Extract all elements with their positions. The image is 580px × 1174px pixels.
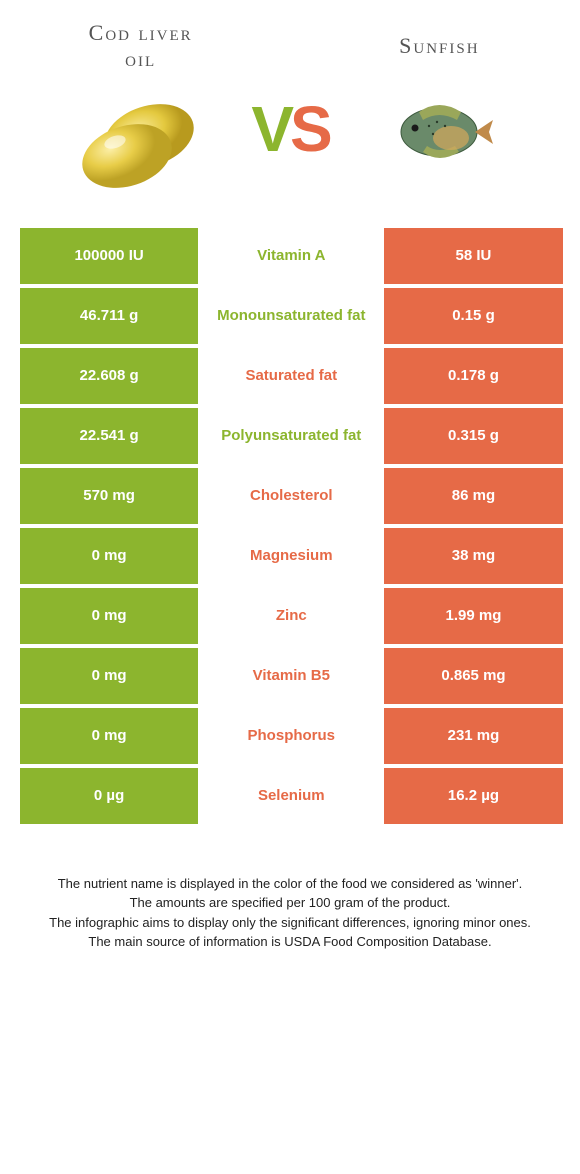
nutrient-label: Vitamin A (202, 228, 380, 284)
comparison-header: Cod liver oil (0, 0, 580, 228)
nutrient-label: Zinc (202, 588, 380, 644)
footer-line-2: The amounts are specified per 100 gram o… (30, 893, 550, 913)
nutrient-left-value: 0 µg (20, 768, 198, 824)
cod-liver-oil-image (71, 88, 211, 198)
nutrient-right-value: 38 mg (384, 528, 562, 584)
food-left-title: Cod liver oil (89, 20, 193, 73)
vs-label: VS (251, 92, 328, 166)
nutrient-right-value: 86 mg (384, 468, 562, 524)
table-row: 570 mgCholesterol86 mg (20, 468, 560, 524)
nutrient-left-value: 0 mg (20, 648, 198, 704)
nutrient-left-value: 0 mg (20, 708, 198, 764)
nutrient-label: Monounsaturated fat (202, 288, 380, 344)
nutrient-left-value: 0 mg (20, 588, 198, 644)
nutrient-right-value: 58 IU (384, 228, 562, 284)
table-row: 46.711 gMonounsaturated fat0.15 g (20, 288, 560, 344)
nutrient-right-value: 0.865 mg (384, 648, 562, 704)
nutrient-left-value: 22.608 g (20, 348, 198, 404)
nutrient-label: Vitamin B5 (202, 648, 380, 704)
footer-line-1: The nutrient name is displayed in the co… (30, 874, 550, 894)
nutrient-label: Phosphorus (202, 708, 380, 764)
food-left-title-line1: Cod liver (89, 20, 193, 45)
food-right-title: Sunfish (399, 33, 479, 59)
table-row: 22.608 gSaturated fat0.178 g (20, 348, 560, 404)
nutrient-left-value: 570 mg (20, 468, 198, 524)
vs-letter-s: S (290, 93, 329, 165)
footer-line-4: The main source of information is USDA F… (30, 932, 550, 952)
table-row: 22.541 gPolyunsaturated fat0.315 g (20, 408, 560, 464)
food-left-title-line2: oil (125, 46, 156, 71)
nutrient-label: Cholesterol (202, 468, 380, 524)
nutrient-label: Saturated fat (202, 348, 380, 404)
table-row: 0 mgMagnesium38 mg (20, 528, 560, 584)
nutrient-label: Selenium (202, 768, 380, 824)
nutrient-right-value: 0.15 g (384, 288, 562, 344)
table-row: 0 mgVitamin B50.865 mg (20, 648, 560, 704)
nutrient-left-value: 0 mg (20, 528, 198, 584)
vs-letter-v: V (251, 93, 290, 165)
table-row: 100000 IUVitamin A58 IU (20, 228, 560, 284)
nutrient-left-value: 46.711 g (20, 288, 198, 344)
nutrient-right-value: 0.315 g (384, 408, 562, 464)
food-left: Cod liver oil (30, 20, 251, 198)
nutrient-right-value: 16.2 µg (384, 768, 562, 824)
table-row: 0 µgSelenium16.2 µg (20, 768, 560, 824)
footer-line-3: The infographic aims to display only the… (30, 913, 550, 933)
nutrient-right-value: 231 mg (384, 708, 562, 764)
table-row: 0 mgPhosphorus231 mg (20, 708, 560, 764)
nutrient-table: 100000 IUVitamin A58 IU46.711 gMonounsat… (20, 228, 560, 824)
nutrient-right-value: 1.99 mg (384, 588, 562, 644)
food-right: Sunfish (329, 33, 550, 184)
nutrient-left-value: 22.541 g (20, 408, 198, 464)
footer-notes: The nutrient name is displayed in the co… (30, 874, 550, 952)
nutrient-label: Polyunsaturated fat (202, 408, 380, 464)
table-row: 0 mgZinc1.99 mg (20, 588, 560, 644)
nutrient-label: Magnesium (202, 528, 380, 584)
nutrient-left-value: 100000 IU (20, 228, 198, 284)
nutrient-right-value: 0.178 g (384, 348, 562, 404)
sunfish-image (369, 75, 509, 185)
